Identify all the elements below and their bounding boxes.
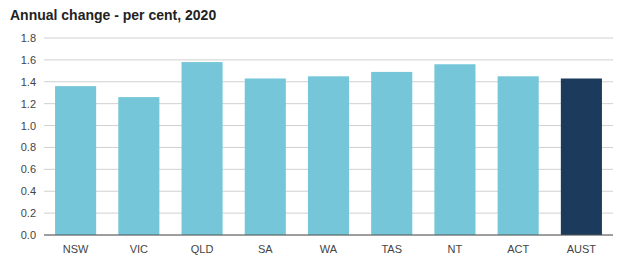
bar [55,86,96,235]
y-tick-label: 1.2 [21,98,36,110]
bar [434,64,475,235]
bar [308,76,349,235]
x-tick-label: WA [320,243,338,255]
bar [245,78,286,235]
y-tick-label: 0.4 [21,185,36,197]
y-tick-label: 1.8 [21,32,36,44]
y-tick-label: 0.8 [21,141,36,153]
bar [118,97,159,235]
x-tick-label: TAS [381,243,402,255]
x-axis-line [44,235,613,236]
bars [55,62,602,235]
grid-line [44,235,613,236]
bar [498,76,539,235]
chart-container: Annual change - per cent, 20200.00.20.40… [0,0,629,265]
x-tick-label: ACT [507,243,529,255]
y-axis: 0.0 0.2 0.4 0.6 0.8 1.0 1.2 1.4 1.6 1.8 [21,32,613,241]
y-tick-label: 0.2 [21,207,36,219]
bar [371,72,412,235]
chart-svg: Annual change - per cent, 20200.00.20.40… [0,0,629,265]
x-axis: NSW VIC QLD SA WA TAS NT ACT AUST [44,235,613,255]
y-tick-label: 1.4 [21,76,36,88]
x-tick-label: SA [258,243,273,255]
bar [182,62,223,235]
x-tick-label: QLD [191,243,214,255]
y-tick-label: 0.0 [21,229,36,241]
grid-line [44,38,613,39]
x-tick-label: AUST [567,243,597,255]
y-tick-label: 1.0 [21,120,36,132]
title: Annual change - per cent, 2020 [10,7,216,23]
y-tick-label: 1.6 [21,54,36,66]
y-tick-label: 0.6 [21,163,36,175]
bar [561,78,602,235]
x-tick-label: NT [448,243,463,255]
x-tick-label: NSW [63,243,89,255]
x-tick-label: VIC [130,243,148,255]
grid-line [44,59,613,60]
